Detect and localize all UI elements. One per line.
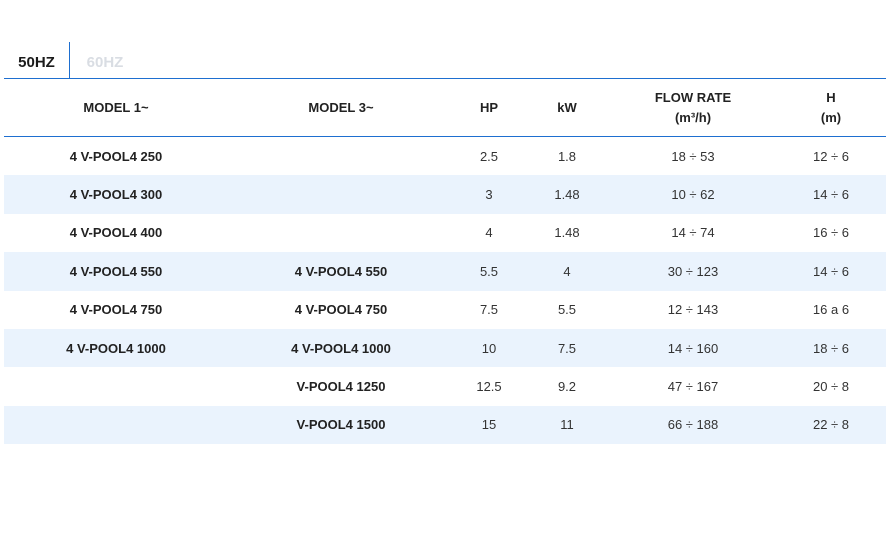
header-hp: HP xyxy=(454,79,524,137)
cell-head: 22 ÷ 8 xyxy=(776,405,886,445)
cell-model-1 xyxy=(4,367,228,405)
cell-kw: 11 xyxy=(524,405,610,445)
header-head-unit: (m) xyxy=(820,109,842,125)
header-flow-rate: FLOW RATE (m³/h) xyxy=(610,79,776,137)
header-kw: kW xyxy=(524,79,610,137)
cell-model-3: V-POOL4 1500 xyxy=(228,405,454,445)
cell-model-3 xyxy=(228,175,454,214)
table-header: MODEL 1~ MODEL 3~ HP kW FLOW RATE (m³/h)… xyxy=(4,79,886,137)
table-row: V-POOL4 1500 15 11 66 ÷ 188 22 ÷ 8 xyxy=(4,405,886,445)
cell-flow-rate: 66 ÷ 188 xyxy=(610,405,776,445)
cell-head: 18 ÷ 6 xyxy=(776,328,886,368)
cell-flow-rate: 30 ÷ 123 xyxy=(610,252,776,291)
cell-kw: 5.5 xyxy=(557,302,577,318)
cell-model-3: 4 V-POOL4 1000 xyxy=(228,328,454,368)
header-flow-rate-title: FLOW RATE xyxy=(654,89,732,105)
cell-model-1 xyxy=(4,405,228,445)
tab-60hz[interactable]: 60HZ xyxy=(86,53,124,71)
cell-kw: 7.5 xyxy=(524,328,610,368)
table-row: 4 V-POOL4 400 4 1.48 14 ÷ 74 16 ÷ 6 xyxy=(4,214,886,252)
cell-model-3: 4 V-POOL4 550 xyxy=(228,252,454,291)
cell-model-3 xyxy=(228,214,454,252)
cell-hp: 2.5 xyxy=(479,148,499,164)
cell-head: 16 ÷ 6 xyxy=(812,225,850,241)
cell-kw: 4 xyxy=(524,252,610,291)
cell-kw: 1.48 xyxy=(524,175,610,214)
table-row: 4 V-POOL4 300 3 1.48 10 ÷ 62 14 ÷ 6 xyxy=(4,175,886,214)
cell-flow-rate: 12 ÷ 143 xyxy=(667,302,719,318)
cell-model-1: 4 V-POOL4 300 xyxy=(4,175,228,214)
cell-hp: 10 xyxy=(454,328,524,368)
cell-hp: 15 xyxy=(454,405,524,445)
cell-head: 12 ÷ 6 xyxy=(812,148,850,164)
tab-50hz[interactable]: 50HZ xyxy=(4,42,70,78)
cell-flow-rate: 18 ÷ 53 xyxy=(671,148,715,164)
cell-hp: 4 xyxy=(485,225,493,241)
frequency-tabs: 50HZ 60HZ xyxy=(4,42,886,79)
cell-hp: 5.5 xyxy=(454,252,524,291)
cell-kw: 1.48 xyxy=(554,225,580,241)
header-model-1: MODEL 1~ xyxy=(4,79,228,137)
table-row: 4 V-POOL4 250 2.5 1.8 18 ÷ 53 12 ÷ 6 xyxy=(4,137,886,176)
cell-model-1: 4 V-POOL4 400 xyxy=(69,225,163,241)
table-row: 4 V-POOL4 550 4 V-POOL4 550 5.5 4 30 ÷ 123 14… xyxy=(4,252,886,291)
header-flow-rate-unit: (m³/h) xyxy=(674,109,712,125)
cell-model-3: V-POOL4 1250 xyxy=(296,379,386,395)
cell-model-3: 4 V-POOL4 750 xyxy=(294,302,388,318)
cell-kw: 9.2 xyxy=(557,379,577,395)
cell-head: 20 ÷ 8 xyxy=(812,379,850,395)
cell-flow-rate: 14 ÷ 160 xyxy=(610,328,776,368)
cell-head: 16 a 6 xyxy=(812,302,850,318)
header-model-3: MODEL 3~ xyxy=(228,79,454,137)
cell-model-3 xyxy=(228,137,454,176)
cell-hp: 12.5 xyxy=(476,379,502,395)
table-row: 4 V-POOL4 1000 4 V-POOL4 1000 10 7.5 14 ÷ 16… xyxy=(4,328,886,368)
cell-flow-rate: 10 ÷ 62 xyxy=(610,175,776,214)
cell-model-1: 4 V-POOL4 250 xyxy=(69,148,163,164)
cell-flow-rate: 47 ÷ 167 xyxy=(667,379,719,395)
header-head: H (m) xyxy=(776,79,886,137)
cell-model-1: 4 V-POOL4 550 xyxy=(4,252,228,291)
cell-head: 14 ÷ 6 xyxy=(776,175,886,214)
cell-kw: 1.8 xyxy=(557,148,577,164)
table-row: 4 V-POOL4 750 4 V-POOL4 750 7.5 5.5 12 ÷ 143… xyxy=(4,291,886,329)
cell-flow-rate: 14 ÷ 74 xyxy=(671,225,715,241)
pump-spec-table: MODEL 1~ MODEL 3~ HP kW FLOW RATE (m³/h)… xyxy=(4,79,886,445)
cell-head: 14 ÷ 6 xyxy=(776,252,886,291)
table-row: V-POOL4 1250 12.5 9.2 47 ÷ 167 20 ÷ 8 xyxy=(4,367,886,405)
cell-model-1: 4 V-POOL4 750 xyxy=(69,302,163,318)
header-head-title: H xyxy=(826,89,836,105)
cell-hp: 3 xyxy=(454,175,524,214)
cell-model-1: 4 V-POOL4 1000 xyxy=(4,328,228,368)
cell-hp: 7.5 xyxy=(479,302,499,318)
